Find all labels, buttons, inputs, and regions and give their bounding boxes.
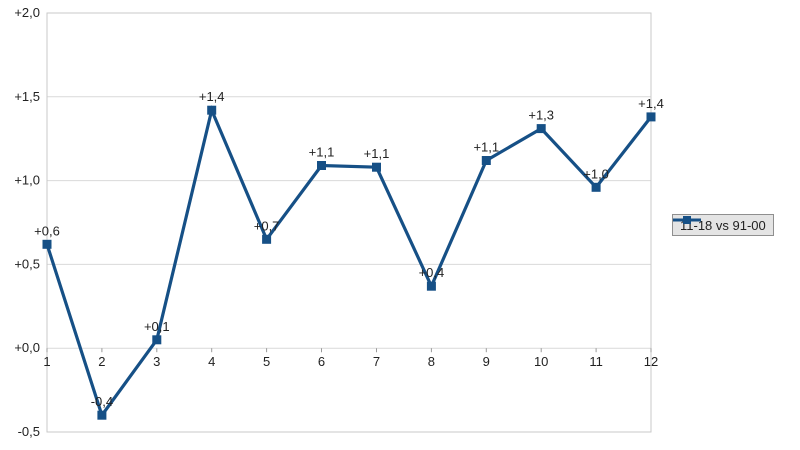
data-point-marker: [591, 182, 601, 192]
data-point-marker: [152, 335, 162, 345]
data-label: +0,7: [254, 218, 280, 233]
x-axis-label: 11: [589, 354, 603, 369]
series-line: [45, 105, 653, 419]
data-label: +1,4: [638, 96, 664, 111]
y-axis-label: +0,0: [14, 340, 40, 355]
y-axis-label: +1,0: [14, 173, 40, 188]
data-point-marker: [42, 239, 52, 249]
data-point-marker: [646, 112, 656, 122]
data-point-marker: [372, 162, 381, 172]
data-label: +0,6: [34, 223, 60, 238]
data-label: +0,1: [144, 319, 170, 334]
y-axis-label: +2,0: [14, 5, 40, 20]
legend-label: 11-18 vs 91-00: [680, 217, 766, 233]
legend-marker-icon: [683, 216, 691, 224]
data-label: +1,4: [199, 89, 225, 104]
data-label: +0,4: [419, 265, 445, 280]
data-label: -0,4: [91, 394, 113, 409]
series-line-marker-icon: [673, 216, 701, 224]
plot-border: [46, 12, 652, 433]
data-label: +1,1: [309, 145, 335, 160]
x-axis-label: 3: [153, 354, 160, 369]
x-axis-label: 9: [483, 354, 490, 369]
data-point-marker: [481, 156, 491, 165]
data-point-marker: [207, 105, 217, 115]
data-point-marker: [262, 234, 272, 244]
x-axis-label: 2: [98, 354, 105, 369]
x-axis-label: 1: [43, 354, 50, 369]
y-axis-label: -0,5: [18, 424, 40, 439]
data-point-marker: [536, 124, 546, 134]
x-axis-label: 8: [428, 354, 435, 369]
x-axis-label: 6: [318, 354, 325, 369]
data-label: +1,3: [528, 108, 554, 123]
x-axis-label: 10: [534, 354, 548, 369]
legend: 11-18 vs 91-00: [672, 214, 774, 236]
y-axis-label: +1,5: [14, 89, 40, 104]
x-axis-label: 4: [208, 354, 215, 369]
data-point-marker: [97, 410, 107, 420]
x-axis-label: 12: [644, 354, 658, 369]
data-label: +1,0: [583, 166, 609, 181]
data-label: +1,1: [473, 140, 499, 155]
data-point-marker: [426, 281, 436, 291]
data-label: +1,1: [364, 146, 390, 161]
x-axis-label: 5: [263, 354, 270, 369]
x-axis-label: 7: [373, 354, 380, 369]
y-axis-label: +0,5: [14, 256, 40, 271]
data-point-marker: [317, 161, 326, 170]
